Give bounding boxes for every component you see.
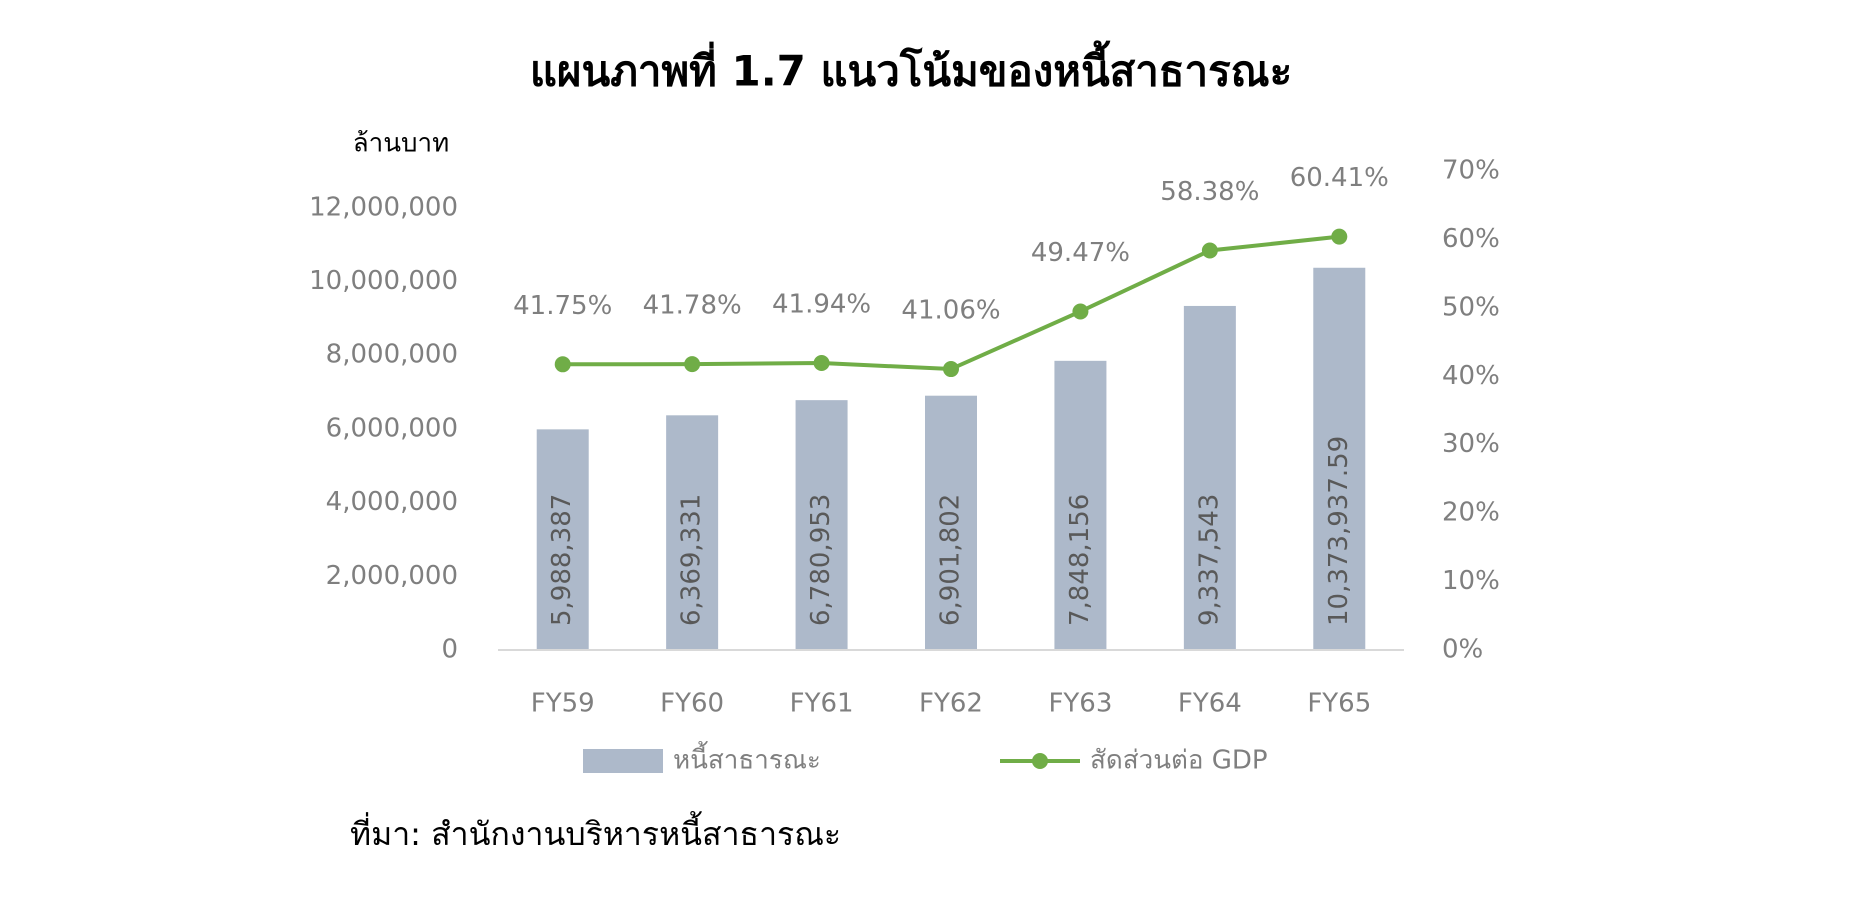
bar [666, 415, 719, 650]
legend-label: หนี้สาธารณะ [673, 741, 821, 776]
bar [1183, 305, 1236, 650]
y2-tick-label: 10% [1442, 566, 1500, 596]
y2-tick-label: 40% [1442, 361, 1500, 391]
bar-value-label: 7,848,156 [1065, 494, 1095, 626]
line-point [1072, 303, 1089, 320]
y-tick-label: 2,000,000 [326, 561, 458, 591]
line-point [554, 356, 571, 373]
bar [795, 400, 848, 650]
legend-swatch [583, 749, 663, 773]
bar-value-label: 5,988,387 [547, 494, 577, 626]
y-tick-label: 8,000,000 [326, 340, 458, 370]
source-note: ที่มา: สำนักงานบริหารหนี้สาธารณะ [350, 811, 841, 853]
line-value-label: 41.75% [513, 291, 612, 321]
y2-tick-label: 50% [1442, 292, 1500, 322]
chart-title: แผนภาพที่ 1.7 แนวโน้มของหนี้สาธารณะ [530, 40, 1292, 96]
y-tick-label: 10,000,000 [309, 266, 458, 296]
y-tick-label: 0 [441, 635, 458, 665]
y2-tick-label: 0% [1442, 635, 1483, 665]
y2-tick-label: 20% [1442, 498, 1500, 528]
x-tick-label: FY62 [919, 689, 983, 719]
bar-value-label: 6,780,953 [806, 494, 836, 626]
bar-value-label: 6,369,331 [677, 494, 707, 626]
line-value-label: 58.38% [1160, 177, 1259, 207]
line-value-label: 41.94% [772, 290, 871, 320]
line-value-label: 41.06% [901, 296, 1000, 326]
legend-swatch-marker [1032, 753, 1048, 769]
y2-tick-label: 70% [1442, 156, 1500, 186]
y2-tick-label: 30% [1442, 429, 1500, 459]
line-point [1331, 228, 1348, 245]
x-tick-label: FY64 [1178, 689, 1242, 719]
y-tick-label: 6,000,000 [326, 413, 458, 443]
bar-value-label: 9,337,543 [1194, 494, 1224, 626]
bar [1313, 267, 1366, 650]
y-tick-label: 4,000,000 [326, 487, 458, 517]
line-value-label: 49.47% [1031, 238, 1130, 268]
bar [1054, 360, 1107, 650]
x-tick-label: FY61 [790, 689, 854, 719]
bar-value-label: 10,373,937.59 [1324, 436, 1354, 626]
y-tick-label: 12,000,000 [309, 192, 458, 222]
x-tick-label: FY63 [1048, 689, 1112, 719]
line-point [813, 355, 830, 372]
line-point [684, 356, 701, 373]
legend-label: สัดส่วนต่อ GDP [1090, 746, 1268, 776]
x-tick-label: FY65 [1307, 689, 1371, 719]
line-point [1201, 242, 1218, 259]
y-axis-label: ล้านบาท [353, 129, 450, 159]
line-value-label: 41.78% [643, 291, 742, 321]
bar [536, 429, 589, 650]
line-point [943, 361, 959, 378]
y2-tick-label: 60% [1442, 224, 1500, 254]
x-tick-label: FY59 [531, 689, 595, 719]
line-value-label: 60.41% [1290, 163, 1389, 193]
bar-value-label: 6,901,802 [936, 494, 966, 626]
bar [925, 395, 977, 650]
x-tick-label: FY60 [660, 689, 724, 719]
